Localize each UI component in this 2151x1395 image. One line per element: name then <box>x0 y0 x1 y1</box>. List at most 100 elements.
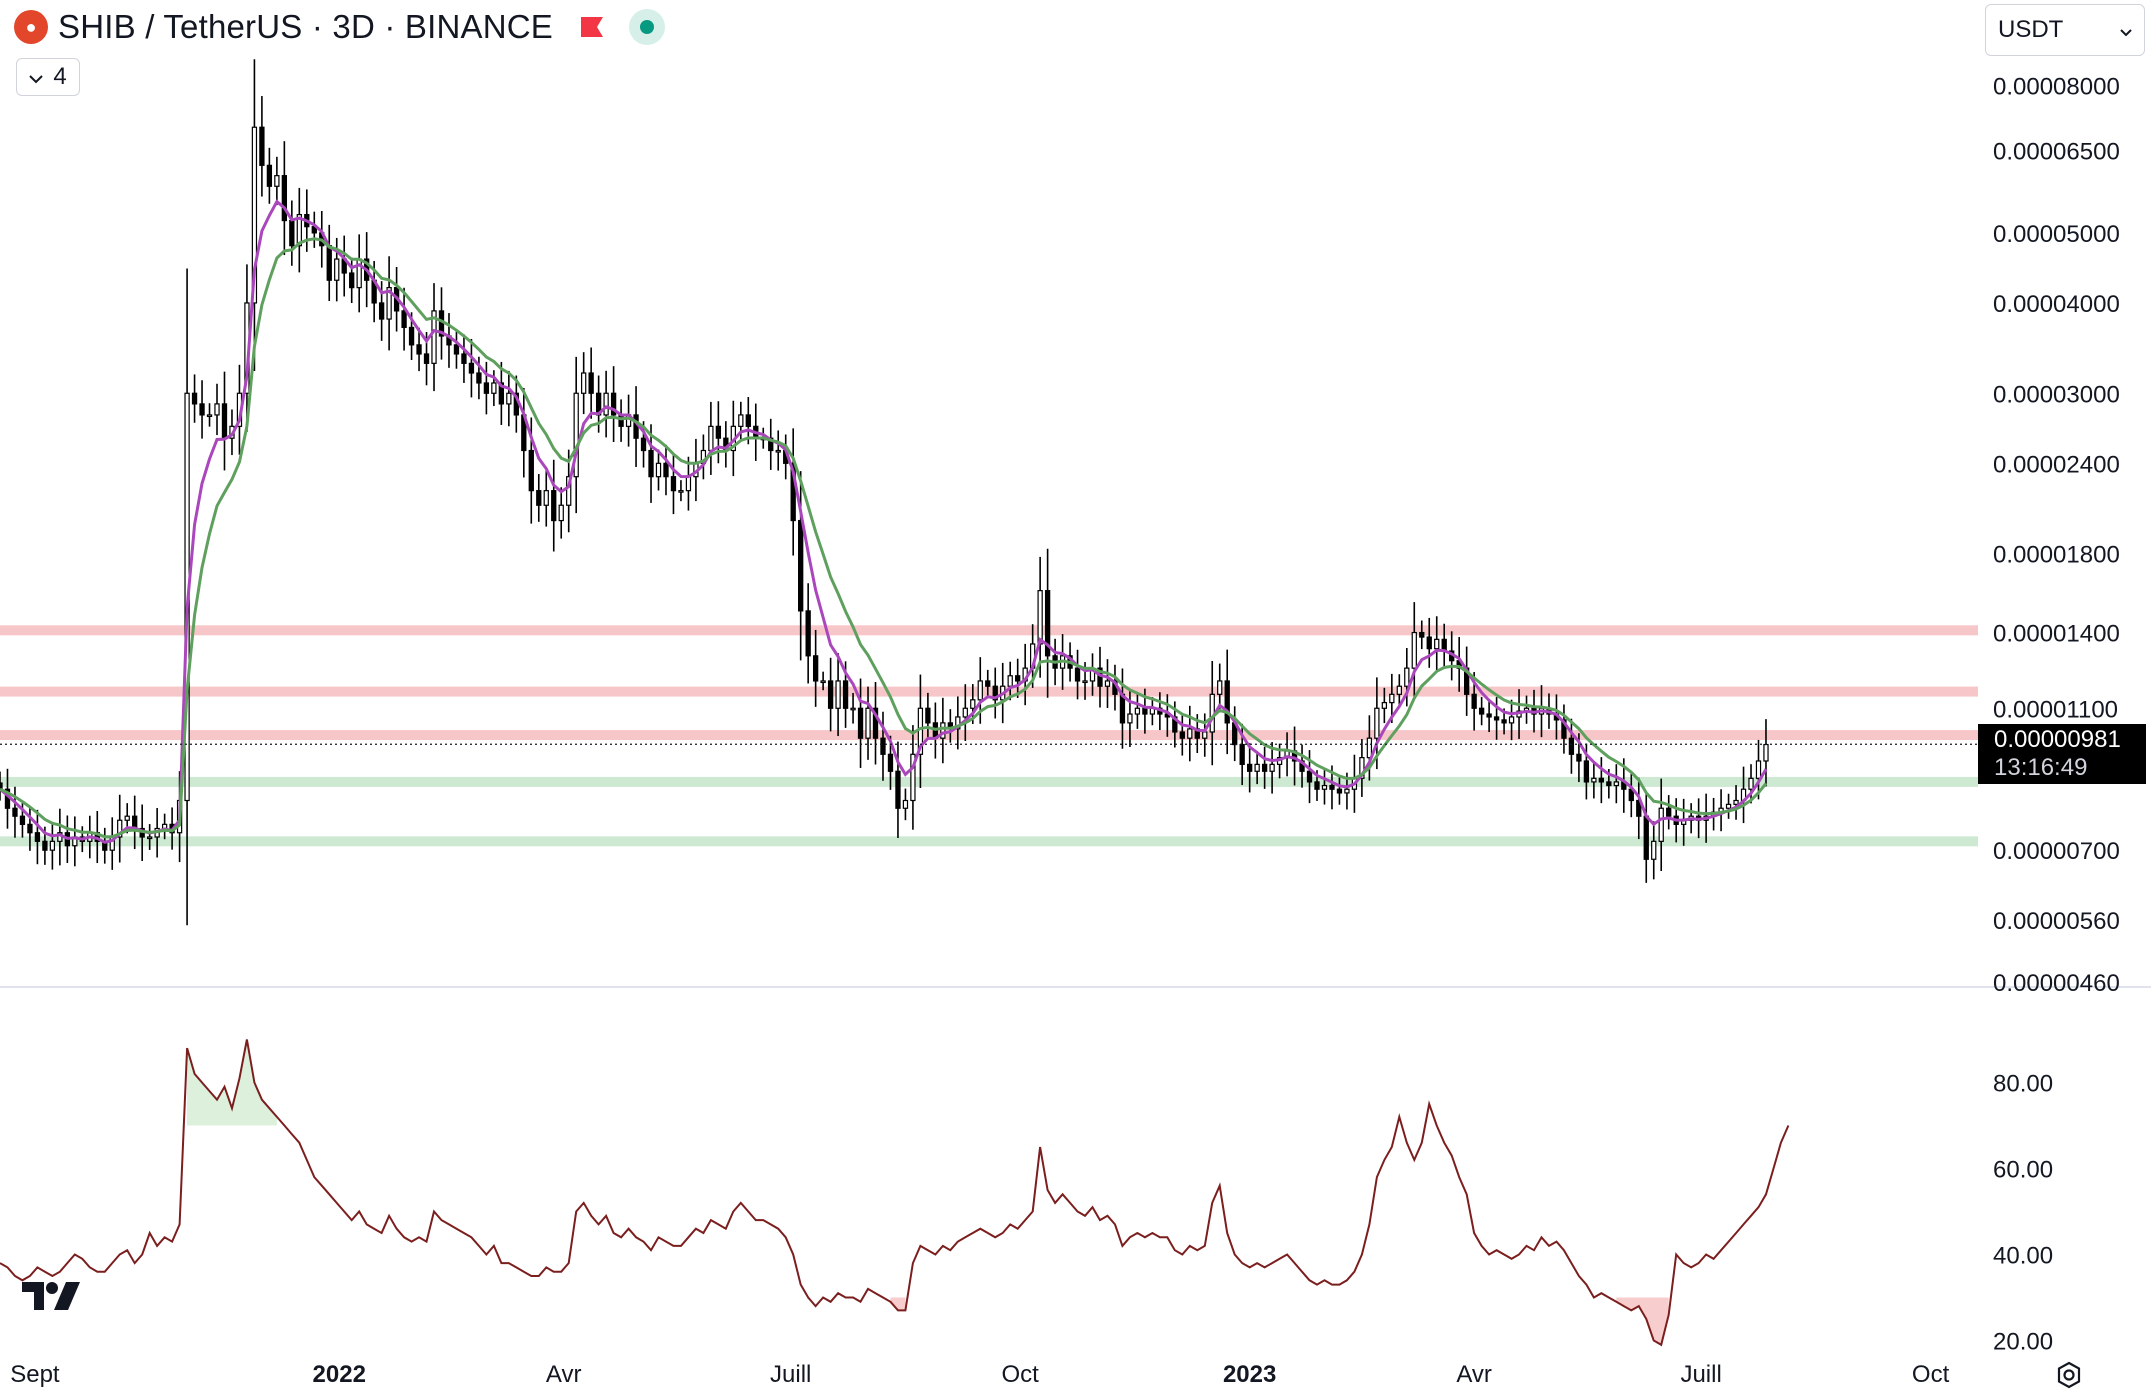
candle-body <box>296 213 302 247</box>
resistance-zone <box>0 625 1978 636</box>
candle-body <box>618 414 624 427</box>
candle-body <box>610 392 617 416</box>
red-flag-icon[interactable] <box>579 14 605 40</box>
candle-body <box>1404 667 1410 687</box>
candle-body <box>1261 763 1268 772</box>
candle-body <box>558 504 564 522</box>
time-axis-label: Oct <box>1912 1361 1950 1388</box>
candle-body <box>812 655 819 682</box>
candle-body <box>259 126 265 166</box>
candle-body <box>1381 702 1388 709</box>
candle-body <box>1643 815 1649 860</box>
candle-body <box>857 707 864 739</box>
price-axis-label: 0.00006500 <box>1993 139 2120 166</box>
candle-body <box>1336 788 1343 794</box>
price-axis-label: 0.00005000 <box>1993 221 2120 248</box>
candle-body <box>1666 807 1672 817</box>
candle-body <box>678 490 684 493</box>
candle-body <box>1763 743 1769 762</box>
tradingview-logo-icon[interactable] <box>22 1280 82 1314</box>
candle-body <box>925 707 931 724</box>
candle-body <box>1314 781 1320 790</box>
candle-body <box>962 707 968 718</box>
collapse-indicators-button[interactable]: 4 <box>16 58 80 96</box>
candle-body <box>955 716 961 730</box>
price-axis-label: 0.00000460 <box>1993 970 2120 997</box>
resistance-zone <box>0 730 1978 741</box>
symbol-title[interactable]: SHIB / TetherUS · 3D · BINANCE <box>58 8 554 45</box>
currency-select[interactable]: USDT <box>1985 4 2145 56</box>
candle-body <box>251 126 258 304</box>
candle-body <box>1015 675 1021 682</box>
candle-body <box>378 302 385 320</box>
candle-body <box>895 770 901 809</box>
candle-body <box>1389 693 1395 704</box>
time-axis-label: Juill <box>770 1361 811 1388</box>
candle-body <box>1583 760 1590 783</box>
candle-body <box>1179 731 1185 739</box>
candle-body <box>1366 737 1373 759</box>
price-axis-label: 0.00003000 <box>1993 381 2120 408</box>
candle-body <box>1269 763 1275 772</box>
time-axis-label: Sept <box>10 1361 60 1388</box>
candle-body <box>940 722 946 739</box>
settings-icon[interactable] <box>2054 1360 2084 1390</box>
candle-body <box>461 353 467 364</box>
candle-body <box>326 245 332 281</box>
price-axis-label: 0.00001400 <box>1993 621 2120 648</box>
rsi-axis-label: 40.00 <box>1993 1243 2053 1270</box>
candle-body <box>715 425 722 439</box>
candle-body <box>1037 590 1043 645</box>
candle-body <box>865 707 871 739</box>
candle-body <box>588 372 594 394</box>
candle-body <box>543 490 549 506</box>
candle-body <box>1142 707 1148 715</box>
candle-body <box>663 462 669 478</box>
price-axis-label: 0.00002400 <box>1993 451 2120 478</box>
candle-body <box>1104 680 1111 687</box>
last-price-tag: 0.00000981 13:16:49 <box>1978 724 2146 784</box>
candle-body <box>708 425 714 452</box>
candle-body <box>798 519 804 612</box>
candle-body <box>872 707 879 739</box>
candle-body <box>468 362 475 374</box>
candle-body <box>1651 840 1657 860</box>
ema_fast-line <box>0 199 1768 844</box>
candle-body <box>528 449 534 492</box>
candle-body <box>1134 707 1141 715</box>
candle-body <box>551 490 557 522</box>
candle-body <box>1755 760 1762 779</box>
rsi-axis-label: 20.00 <box>1993 1329 2053 1356</box>
candle-body <box>977 680 983 701</box>
candle-body <box>1725 803 1732 809</box>
candle-body <box>274 175 280 187</box>
candle-body <box>1493 716 1500 721</box>
candle-body <box>1374 707 1380 739</box>
candle-body <box>1471 693 1477 709</box>
candle-body <box>453 344 460 355</box>
candle-body <box>887 753 894 772</box>
candle-body <box>1329 784 1335 790</box>
candle-body <box>1044 590 1051 657</box>
candle-body <box>408 326 415 346</box>
candle-body <box>206 414 213 418</box>
symbol-header: ● SHIB / TetherUS · 3D · BINANCE <box>14 8 666 46</box>
candle-body <box>1486 713 1492 718</box>
candle-body <box>1576 753 1582 762</box>
candle-body <box>416 344 422 355</box>
rsi-axis-label: 60.00 <box>1993 1157 2053 1184</box>
candle-body <box>985 680 991 687</box>
candle-body <box>745 414 751 427</box>
candle-body <box>42 840 48 851</box>
time-axis-label: 2023 <box>1223 1361 1276 1388</box>
candle-body <box>506 392 512 405</box>
candle-body <box>992 685 998 701</box>
candle-body <box>1658 807 1664 842</box>
support-zone <box>0 836 1978 847</box>
candle-body <box>334 258 340 281</box>
candle-body <box>386 287 392 320</box>
candle-body <box>805 610 811 657</box>
time-axis-label: 2022 <box>313 1361 366 1388</box>
price-axis-label: 0.00004000 <box>1993 291 2120 318</box>
